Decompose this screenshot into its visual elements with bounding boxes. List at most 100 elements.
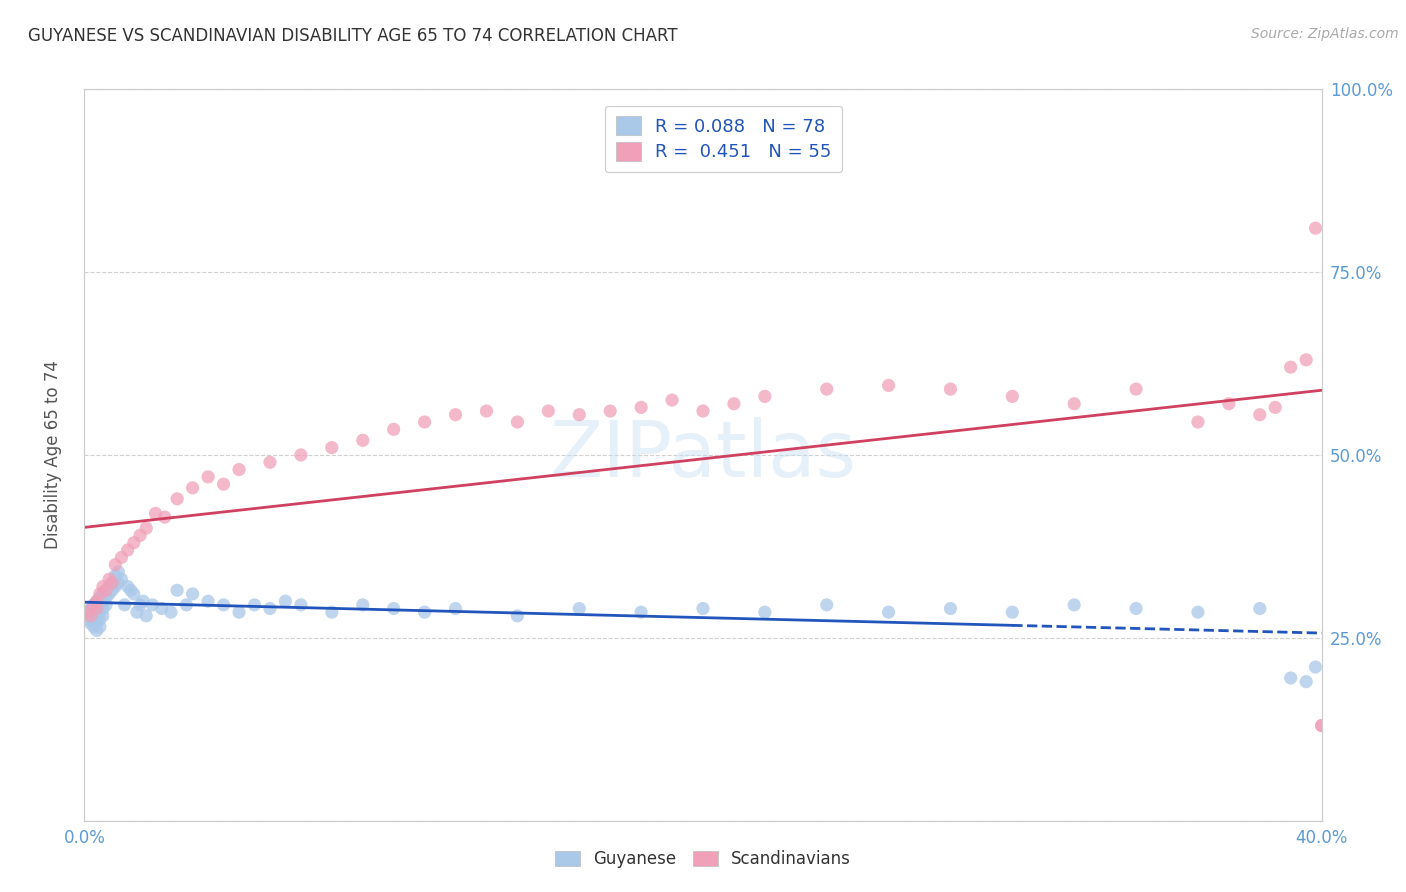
Point (129, 528, 152, 542)
Point (754, 605, 776, 619)
Point (1305, 660, 1327, 674)
Point (1279, 671, 1302, 685)
Point (1001, 389, 1024, 403)
Point (91, 594, 114, 608)
Point (754, 389, 776, 403)
Point (135, 608, 157, 623)
Point (692, 404, 714, 418)
Point (506, 608, 529, 623)
Point (939, 382, 962, 396)
Point (79, 616, 101, 631)
Point (1187, 415, 1209, 429)
Point (1264, 401, 1286, 415)
Point (630, 401, 652, 415)
Point (83, 620, 105, 634)
Y-axis label: Disability Age 65 to 74: Disability Age 65 to 74 (44, 360, 62, 549)
Point (89, 620, 111, 634)
Point (599, 404, 621, 418)
Point (228, 605, 250, 619)
Point (413, 605, 436, 619)
Point (101, 576, 124, 591)
Point (89, 598, 111, 612)
Legend: Guyanese, Scandinavians: Guyanese, Scandinavians (548, 843, 858, 874)
Point (89, 605, 111, 619)
Point (98, 580, 121, 594)
Point (117, 543, 139, 558)
Point (352, 598, 374, 612)
Point (692, 601, 714, 615)
Point (321, 441, 343, 455)
Point (125, 605, 148, 619)
Point (1187, 605, 1209, 619)
Point (815, 598, 838, 612)
Point (94, 591, 117, 605)
Point (444, 601, 467, 615)
Point (91, 580, 114, 594)
Point (352, 434, 374, 448)
Point (444, 408, 467, 422)
Point (104, 558, 127, 572)
Point (122, 535, 145, 549)
Point (877, 605, 900, 619)
Text: Source: ZipAtlas.com: Source: ZipAtlas.com (1251, 27, 1399, 41)
Point (86, 594, 108, 608)
Point (290, 598, 312, 612)
Point (321, 605, 343, 619)
Point (176, 598, 198, 612)
Point (91, 587, 114, 601)
Point (110, 550, 132, 565)
Point (83, 616, 105, 631)
Point (506, 415, 529, 429)
Point (129, 598, 152, 612)
Point (107, 576, 129, 591)
Point (212, 598, 235, 612)
Point (86, 594, 108, 608)
Point (83, 610, 105, 624)
Point (181, 481, 204, 495)
Point (120, 583, 142, 598)
Point (413, 415, 436, 429)
Point (1063, 397, 1085, 411)
Point (86, 601, 108, 615)
Point (568, 601, 591, 615)
Point (94, 583, 117, 598)
Point (83, 605, 105, 619)
Point (1063, 598, 1085, 612)
Point (76, 605, 98, 619)
Point (382, 601, 405, 615)
Point (815, 382, 838, 396)
Point (1310, 718, 1333, 732)
Point (181, 587, 204, 601)
Point (382, 422, 405, 436)
Point (212, 477, 235, 491)
Point (1218, 397, 1240, 411)
Point (630, 605, 652, 619)
Point (274, 594, 297, 608)
Point (1001, 605, 1024, 619)
Point (723, 397, 745, 411)
Point (135, 521, 157, 535)
Point (98, 572, 121, 586)
Point (1249, 408, 1271, 422)
Point (1295, 674, 1317, 689)
Point (160, 605, 183, 619)
Point (1125, 382, 1147, 396)
Point (94, 583, 117, 598)
Point (197, 470, 219, 484)
Point (79, 608, 101, 623)
Point (259, 601, 281, 615)
Point (101, 583, 124, 598)
Point (290, 448, 312, 462)
Point (110, 572, 132, 586)
Point (259, 455, 281, 469)
Point (1295, 352, 1317, 367)
Point (475, 404, 498, 418)
Point (89, 613, 111, 627)
Point (243, 598, 266, 612)
Point (107, 565, 129, 579)
Text: GUYANESE VS SCANDINAVIAN DISABILITY AGE 65 TO 74 CORRELATION CHART: GUYANESE VS SCANDINAVIAN DISABILITY AGE … (28, 27, 678, 45)
Point (114, 598, 136, 612)
Point (101, 576, 124, 591)
Point (141, 598, 163, 612)
Point (1305, 221, 1327, 235)
